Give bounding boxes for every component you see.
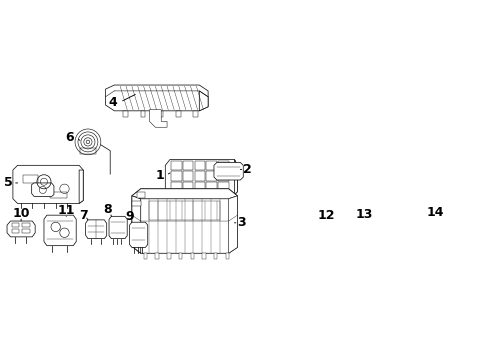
Polygon shape	[171, 171, 182, 181]
Polygon shape	[386, 224, 389, 252]
Polygon shape	[7, 221, 35, 237]
Polygon shape	[434, 221, 439, 254]
Polygon shape	[194, 182, 205, 191]
Polygon shape	[190, 253, 194, 259]
Text: 11: 11	[58, 204, 75, 217]
Polygon shape	[129, 222, 147, 247]
Polygon shape	[105, 85, 208, 111]
Polygon shape	[179, 253, 182, 259]
Text: 12: 12	[317, 209, 335, 222]
Text: 9: 9	[125, 210, 134, 223]
Polygon shape	[171, 161, 182, 170]
Text: 3: 3	[237, 216, 245, 229]
Polygon shape	[165, 159, 237, 195]
Text: 5: 5	[4, 176, 13, 189]
Polygon shape	[132, 189, 237, 199]
Polygon shape	[218, 182, 228, 191]
Polygon shape	[79, 170, 83, 203]
Polygon shape	[234, 159, 237, 195]
Polygon shape	[218, 171, 228, 181]
Polygon shape	[194, 161, 205, 170]
Text: 1: 1	[155, 169, 163, 182]
Polygon shape	[32, 183, 54, 197]
Text: 13: 13	[355, 207, 372, 221]
Polygon shape	[44, 215, 76, 246]
Text: 7: 7	[79, 209, 87, 222]
Polygon shape	[405, 215, 439, 254]
Polygon shape	[149, 110, 167, 127]
Polygon shape	[158, 111, 163, 117]
Polygon shape	[132, 189, 237, 253]
Polygon shape	[176, 111, 180, 117]
Polygon shape	[218, 161, 228, 170]
Polygon shape	[149, 201, 220, 220]
Polygon shape	[22, 229, 30, 233]
Polygon shape	[12, 229, 19, 233]
Polygon shape	[214, 253, 217, 259]
Polygon shape	[123, 111, 127, 117]
Polygon shape	[362, 220, 389, 252]
Polygon shape	[23, 175, 38, 183]
Polygon shape	[183, 182, 193, 191]
Polygon shape	[136, 192, 145, 198]
Polygon shape	[12, 224, 19, 228]
Polygon shape	[50, 192, 67, 198]
Polygon shape	[225, 253, 229, 259]
Polygon shape	[183, 161, 193, 170]
Polygon shape	[405, 215, 439, 225]
Polygon shape	[141, 111, 145, 117]
Polygon shape	[325, 222, 348, 228]
Polygon shape	[132, 196, 141, 253]
Polygon shape	[206, 182, 217, 191]
Text: 10: 10	[12, 207, 30, 220]
Polygon shape	[171, 182, 182, 191]
Polygon shape	[143, 253, 147, 259]
Polygon shape	[194, 171, 205, 181]
Text: 4: 4	[108, 95, 117, 108]
Polygon shape	[80, 148, 96, 154]
Text: 14: 14	[426, 206, 443, 219]
Polygon shape	[202, 253, 205, 259]
Text: 8: 8	[103, 203, 111, 216]
Polygon shape	[206, 171, 217, 181]
Polygon shape	[22, 224, 30, 228]
Polygon shape	[13, 165, 83, 203]
Text: 6: 6	[65, 131, 73, 144]
Polygon shape	[199, 91, 208, 111]
Polygon shape	[183, 171, 193, 181]
Polygon shape	[167, 253, 170, 259]
Polygon shape	[214, 162, 243, 180]
Polygon shape	[155, 253, 159, 259]
Polygon shape	[362, 220, 389, 227]
Text: 2: 2	[243, 163, 251, 176]
Polygon shape	[85, 220, 106, 239]
Polygon shape	[325, 222, 348, 250]
Polygon shape	[206, 161, 217, 170]
Polygon shape	[345, 226, 348, 250]
Polygon shape	[109, 216, 127, 239]
Polygon shape	[193, 111, 198, 117]
Polygon shape	[228, 196, 237, 253]
Polygon shape	[132, 201, 141, 206]
